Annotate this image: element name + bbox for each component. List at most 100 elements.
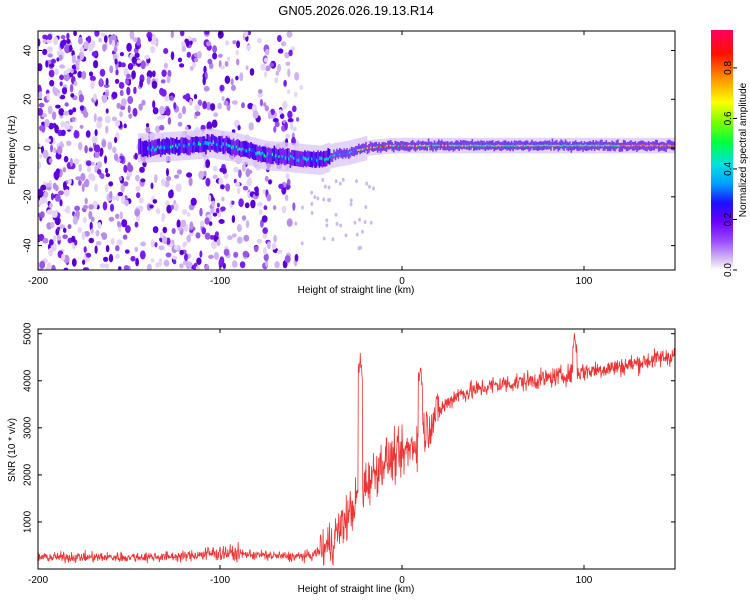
ridge-core <box>184 144 187 148</box>
noise-speck <box>182 105 186 115</box>
noise-speck <box>231 100 238 105</box>
noise-speck <box>66 32 70 40</box>
ridge-core <box>355 149 357 152</box>
ridge-core <box>165 143 167 147</box>
ridge-band <box>266 148 268 164</box>
noise-speck <box>38 161 42 170</box>
noise-speck <box>39 125 43 131</box>
ridge-core <box>404 144 406 147</box>
noise-speck <box>86 166 92 173</box>
noise-speck <box>135 185 141 192</box>
noise-speck <box>118 176 123 181</box>
noise-speck <box>218 219 225 224</box>
noise-speck <box>59 94 66 100</box>
ridge-band <box>279 147 281 164</box>
ridge-band <box>518 140 520 150</box>
colorbar-tick-label: 0.0 <box>723 263 734 277</box>
noise-speck <box>123 181 129 187</box>
ridge-band <box>614 142 616 152</box>
ridge-band <box>620 142 622 152</box>
ridge-band <box>493 142 495 152</box>
ridge-core <box>519 145 521 147</box>
ridge-core <box>335 154 337 156</box>
ridge-band <box>433 140 436 150</box>
noise-speck <box>344 233 348 238</box>
ridge-band <box>336 148 338 158</box>
ridge-band <box>242 141 245 157</box>
ridge-core <box>333 154 336 157</box>
noise-speck <box>98 37 102 43</box>
noise-speck <box>221 196 225 202</box>
ridge-core <box>392 144 395 147</box>
ridge-band <box>288 148 290 164</box>
noise-speck <box>236 58 240 66</box>
noise-speck <box>95 150 99 158</box>
noise-speck <box>159 87 164 96</box>
noise-speck <box>211 200 215 207</box>
noise-speck <box>355 179 358 184</box>
noise-speck <box>47 53 53 58</box>
noise-speck <box>78 36 83 45</box>
noise-speck <box>59 64 66 69</box>
noise-speck <box>63 189 70 197</box>
ridge-band <box>505 140 507 150</box>
noise-speck <box>188 177 193 187</box>
noise-speck <box>116 239 123 246</box>
ridge-core <box>368 146 370 149</box>
ridge-band <box>595 140 597 150</box>
ridge-band <box>388 140 391 150</box>
ridge-band <box>387 140 389 150</box>
ridge-core <box>342 152 344 155</box>
noise-speck <box>222 262 226 269</box>
noise-speck <box>145 126 151 133</box>
noise-speck <box>96 119 103 129</box>
ridge-band <box>601 139 603 149</box>
noise-speck <box>299 85 304 90</box>
noise-speck <box>231 84 236 91</box>
ridge-band <box>374 142 376 151</box>
ridge-band <box>205 138 207 155</box>
noise-speck <box>124 249 130 254</box>
ridge-band <box>596 141 599 150</box>
noise-speck <box>284 121 288 131</box>
ridge-band <box>143 140 146 157</box>
ridge-core <box>497 144 500 146</box>
noise-speck <box>50 244 57 252</box>
noise-speck <box>91 136 98 144</box>
noise-speck <box>230 78 234 86</box>
noise-speck <box>63 110 70 116</box>
noise-speck <box>189 221 194 231</box>
noise-speck <box>81 183 85 192</box>
ridge-band <box>301 151 303 167</box>
noise-speck <box>300 241 304 246</box>
ridge-core <box>427 145 429 147</box>
noise-speck <box>139 250 146 260</box>
ridge-core <box>204 140 206 145</box>
noise-speck <box>268 179 272 185</box>
ridge-core <box>396 144 398 147</box>
ridge-band <box>331 153 334 162</box>
ridge-band <box>609 142 612 152</box>
snr-axes: -200 -100 0 100 1000 2000 3000 4000 5000 <box>23 322 675 586</box>
noise-speck <box>316 196 320 201</box>
ridge-band <box>139 138 142 154</box>
ridge-core <box>661 144 663 147</box>
ridge-core <box>216 143 218 146</box>
spectrogram-xlabel: Height of straight line (km) <box>298 285 415 296</box>
noise-speck <box>253 245 259 253</box>
ridge-core <box>487 144 490 147</box>
noise-speck <box>108 35 113 45</box>
noise-speck <box>161 235 168 245</box>
ridge-band <box>138 139 140 155</box>
ridge-core <box>573 144 575 147</box>
noise-speck <box>79 46 85 52</box>
ridge-core <box>371 146 373 149</box>
noise-speck <box>51 264 56 270</box>
ridge-core <box>448 144 450 147</box>
noise-speck <box>267 110 272 120</box>
noise-speck <box>68 178 72 185</box>
ridge-band <box>187 139 190 156</box>
noise-speck <box>208 254 214 259</box>
noise-speck <box>220 206 226 212</box>
ridge-band <box>473 142 475 151</box>
